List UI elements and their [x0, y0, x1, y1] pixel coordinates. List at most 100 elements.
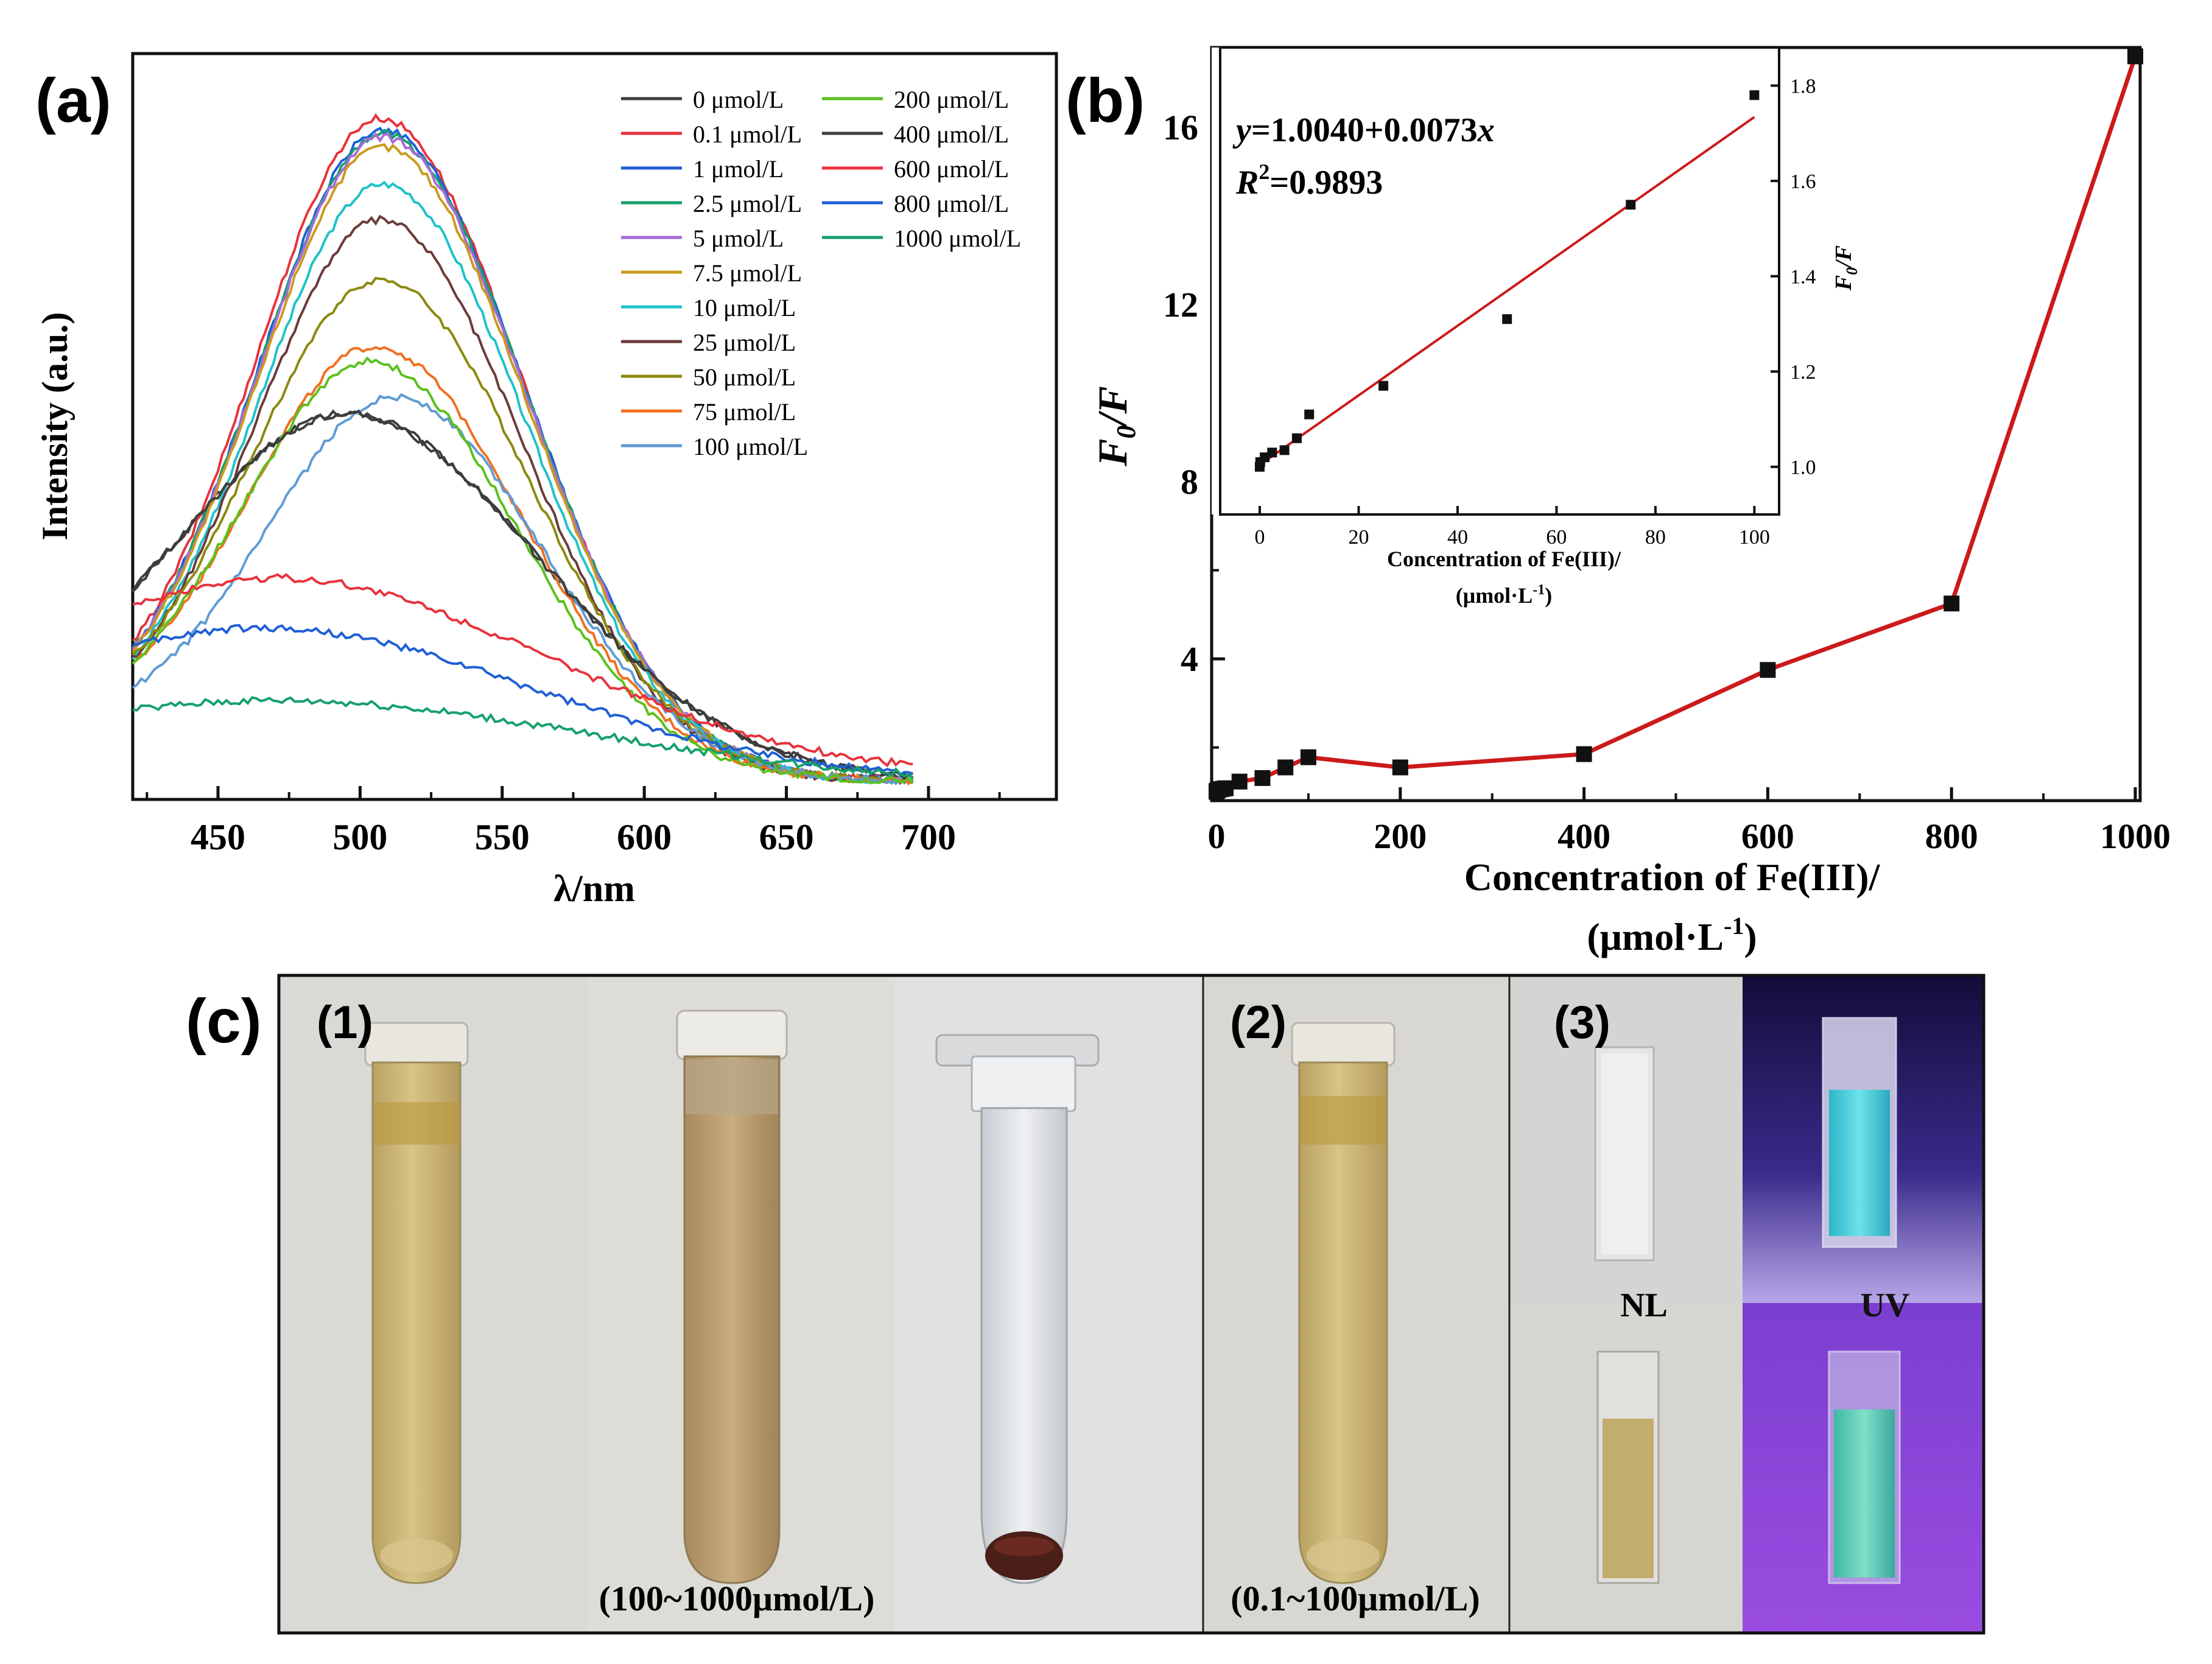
chart-b-point	[1576, 746, 1592, 762]
chart-a-series-line	[132, 623, 913, 776]
chart-a-legend-label: 5 μmol/L	[693, 225, 784, 252]
inset-x-tick-label: 60	[1546, 526, 1567, 549]
chart-a-series-line	[132, 409, 913, 781]
inset-point	[1260, 452, 1270, 463]
chart-b-point	[1254, 770, 1271, 786]
inset-background	[1212, 47, 1779, 514]
inset-fit-line	[1259, 116, 1755, 466]
chart-a-legend-label: 100 μmol/L	[693, 433, 808, 460]
inset-y-label-sub: 0	[1843, 267, 1861, 275]
chart-a-legend-label: 25 μmol/L	[693, 329, 796, 356]
tube-turbid-brown	[676, 1009, 788, 1584]
inset-frame	[1219, 46, 1780, 516]
chart-b-x-tick-label: 400	[1557, 816, 1610, 856]
chart-a-x-tick-label: 650	[759, 817, 814, 857]
chart-a-x-tick-label: 700	[901, 817, 956, 857]
chart-a-legend-label: 0.1 μmol/L	[693, 121, 802, 148]
chart-b-y-tick-label: 8	[1181, 462, 1198, 502]
inset-point	[1749, 90, 1760, 100]
chart-a-x-tick-label: 450	[191, 817, 245, 857]
photo-group3-label: (3)	[1554, 997, 1610, 1048]
inset-equation-body: =1.0040+0.0073	[1251, 111, 1478, 149]
photo-group2-caption: (0.1~100μmol/L)	[1231, 1579, 1480, 1618]
inset-equation: y=1.0040+0.0073x	[1232, 111, 1495, 149]
chart-b-x-label-sup: -1	[1724, 912, 1744, 939]
chart-b-x-tick-label: 1000	[2100, 816, 2171, 856]
cuvette-empty-nl	[1594, 1046, 1655, 1262]
chart-b-point	[1277, 759, 1294, 776]
inset-x-tick-label: 40	[1447, 526, 1468, 549]
photo-group2-label: (2)	[1230, 997, 1287, 1048]
chart-a-legend-label: 0 μmol/L	[693, 86, 784, 113]
photo-uv-label: UV	[1861, 1287, 1910, 1324]
chart-b-point	[1300, 749, 1316, 765]
chart-b-y-label-sub: 0	[1111, 425, 1141, 438]
chart-a-legend-label: 50 μmol/L	[693, 363, 796, 391]
inset-r2-value: =0.9893	[1269, 164, 1383, 202]
chart-a-legend-label: 1 μmol/L	[693, 155, 784, 183]
cuvette-fluorescent-uv-top	[1822, 1017, 1897, 1248]
chart-a-legend-label: 400 μmol/L	[894, 121, 1009, 148]
chart-a-x-tick-label: 600	[617, 817, 672, 857]
chart-b-series	[1209, 48, 2143, 800]
inset-x-label-line2: (μmol·L-1)	[1456, 582, 1552, 608]
chart-a-legend-label: 2.5 μmol/L	[693, 190, 802, 217]
inset-y-tick-label: 1.0	[1790, 457, 1816, 479]
inset-x-tick-label: 100	[1739, 526, 1770, 549]
inset-equation-y: y	[1232, 111, 1252, 149]
inset-point	[1279, 445, 1290, 455]
chart-a-legend-label: 75 μmol/L	[693, 398, 796, 426]
chart-a: 450 500 550 600 650 700 0 μmol/L 0.1 μmol/L 1 μ…	[35, 52, 1058, 910]
photo-group1-label: (1)	[317, 997, 373, 1048]
chart-b-y-label-tail: /F	[1089, 386, 1136, 428]
inset-point	[1291, 433, 1302, 443]
inset-y-tick-label: 1.2	[1790, 361, 1816, 384]
inset-x-label-line1: Concentration of Fe(III)/	[1387, 547, 1621, 571]
inset-equation-x: x	[1477, 111, 1495, 149]
inset-ticks: 0 20 40 60 80 100 1.0 1.2 1.4 1.6 1.8	[1254, 75, 1816, 549]
inset-point	[1502, 314, 1512, 325]
chart-b-y-tick-label: 4	[1181, 639, 1198, 679]
panel-b-label: (b)	[1066, 66, 1145, 135]
chart-b-inset: 0 20 40 60 80 100 1.0 1.2 1.4 1.6 1.8 y=1.0040+0.0…	[1212, 46, 1861, 608]
inset-point	[1267, 448, 1277, 458]
inset-x-label-sup: -1	[1533, 582, 1545, 598]
panel-c-label: (c)	[186, 986, 262, 1056]
chart-b-y-tick-label: 16	[1163, 108, 1198, 147]
chart-b-x-label-tail: )	[1744, 915, 1757, 958]
inset-x-tick-label: 20	[1348, 526, 1369, 549]
inset-x-label-unit: (μmol·L	[1456, 583, 1533, 608]
chart-a-legend-label: 10 μmol/L	[693, 294, 796, 321]
tube-yellow-1	[364, 1022, 469, 1584]
chart-b-x-label-line1: Concentration of Fe(III)/	[1464, 855, 1881, 899]
inset-y-label-tail: /F	[1831, 245, 1856, 269]
inset-y-tick-label: 1.8	[1790, 75, 1816, 98]
chart-b-point	[1760, 662, 1776, 678]
chart-b-point	[1943, 595, 1960, 612]
chart-a-x-tick-label: 550	[475, 817, 530, 857]
chart-b-x-tick-label: 0	[1208, 816, 1226, 856]
inset-r2-main: R	[1235, 164, 1259, 202]
chart-b-y-tick-label: 12	[1163, 285, 1198, 325]
cuvette-fluorescent-uv-bottom	[1828, 1350, 1901, 1584]
chart-b-point	[1231, 773, 1248, 790]
inset-y-tick-label: 1.6	[1790, 170, 1816, 193]
photo-panel: (1) (100~1000μmol/L) (2) (0.1~100μmol/L)…	[277, 974, 1986, 1635]
inset-y-tick-label: 1.4	[1790, 266, 1816, 289]
chart-b-y-label-main: F	[1089, 438, 1136, 466]
chart-a-x-tick-label: 500	[332, 817, 387, 857]
chart-b-y-label: F0/F	[1089, 386, 1141, 467]
photo-nl-label: NL	[1620, 1287, 1668, 1324]
inset-x-tick-label: 80	[1645, 526, 1666, 549]
inset-x-label-tail: )	[1545, 583, 1552, 608]
inset-point	[1304, 409, 1315, 420]
inset-r2: R2=0.9893	[1235, 160, 1383, 202]
inset-point	[1626, 200, 1636, 210]
chart-a-legend-label: 7.5 μmol/L	[693, 259, 802, 287]
inset-r2-sup: 2	[1259, 160, 1269, 184]
chart-a-legend-label: 1000 μmol/L	[894, 225, 1021, 252]
photo-frame	[277, 974, 1986, 1635]
chart-a-series-line	[132, 573, 913, 768]
